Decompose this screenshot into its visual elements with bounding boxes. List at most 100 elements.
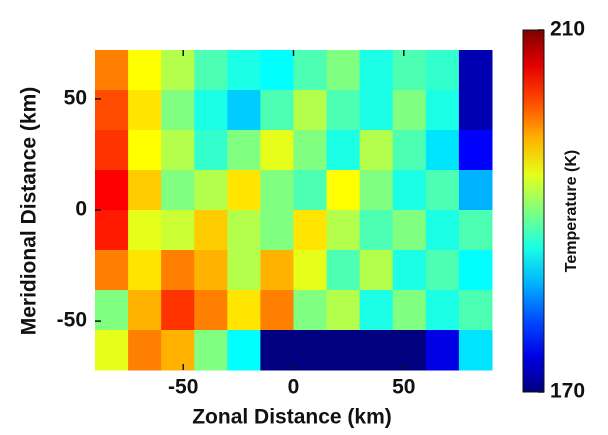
heatmap-cell xyxy=(260,90,294,131)
heatmap-cell xyxy=(359,210,394,251)
heatmap-cell xyxy=(359,130,394,171)
heatmap-cell xyxy=(458,90,493,131)
heatmap-cell xyxy=(194,290,228,331)
heatmap-cell xyxy=(326,330,361,371)
heatmap-cell xyxy=(194,330,228,371)
heatmap-cell xyxy=(95,250,129,291)
heatmap-cell xyxy=(425,250,460,291)
heatmap-cell xyxy=(161,50,195,91)
heatmap-cell xyxy=(326,170,361,211)
heatmap-cell xyxy=(95,50,129,91)
heatmap-cell xyxy=(128,170,162,211)
heatmap-cell xyxy=(392,330,427,371)
heatmap-cell xyxy=(128,290,162,331)
heatmap-cell xyxy=(227,210,261,251)
heatmap-cell xyxy=(161,90,195,131)
heatmap-cell xyxy=(392,290,427,331)
heatmap-cell xyxy=(95,90,129,131)
heatmap-cell xyxy=(458,130,493,171)
heatmap-cell xyxy=(95,210,129,251)
heatmap-cell xyxy=(326,50,361,91)
heatmap-cell xyxy=(425,210,460,251)
heatmap-cell xyxy=(194,250,228,291)
heatmap-cell xyxy=(458,210,493,251)
heatmap-cell xyxy=(458,170,493,211)
heatmap-cell xyxy=(194,130,228,171)
heatmap-cell xyxy=(293,130,328,171)
heatmap-cell xyxy=(326,90,361,131)
y-tick-label: -50 xyxy=(57,309,87,332)
x-tick-label: -50 xyxy=(168,376,198,399)
heatmap-cell xyxy=(425,50,460,91)
heatmap-cell xyxy=(293,210,328,251)
heatmap-cell xyxy=(194,170,228,211)
heatmap-cell xyxy=(161,330,195,371)
heatmap-cell xyxy=(392,90,427,131)
heatmap-cell xyxy=(326,210,361,251)
heatmap-cell xyxy=(128,210,162,251)
heatmap-cell xyxy=(293,330,328,371)
heatmap-cell xyxy=(458,290,493,331)
heatmap-cell xyxy=(392,50,427,91)
heatmap-cell xyxy=(326,130,361,171)
heatmap-cell xyxy=(227,290,261,331)
heatmap-cell xyxy=(260,250,294,291)
heatmap-cell xyxy=(161,250,195,291)
heatmap-cell xyxy=(293,290,328,331)
heatmap-cell xyxy=(128,90,162,131)
heatmap-cell xyxy=(359,330,394,371)
heatmap-cell xyxy=(392,170,427,211)
heatmap-cell xyxy=(425,290,460,331)
heatmap-cell xyxy=(260,330,294,371)
heatmap-cell xyxy=(194,90,228,131)
heatmap-cell xyxy=(458,250,493,291)
colorbar-label: Temperature (K) xyxy=(563,150,580,272)
heatmap-cell xyxy=(359,290,394,331)
heatmap-cell xyxy=(326,290,361,331)
heatmap-cell xyxy=(194,50,228,91)
heatmap-cell xyxy=(227,50,261,91)
heatmap-cell xyxy=(95,330,129,371)
x-tick-label: 50 xyxy=(392,376,415,399)
colorbar-tick-label: 170 xyxy=(550,380,585,403)
heatmap-cell xyxy=(260,50,294,91)
x-axis-label: Zonal Distance (km) xyxy=(192,406,392,429)
heatmap-cell xyxy=(194,210,228,251)
heatmap-cell xyxy=(227,250,261,291)
heatmap-cell xyxy=(95,130,129,171)
heatmap-cell xyxy=(293,90,328,131)
heatmap-cell xyxy=(128,250,162,291)
heatmap-cell xyxy=(161,130,195,171)
heatmap-cell xyxy=(260,290,294,331)
heatmap-cell xyxy=(128,130,162,171)
heatmap-cell xyxy=(359,50,394,91)
heatmap-cell xyxy=(359,90,394,131)
colorbar-tick-label: 210 xyxy=(550,18,585,41)
heatmap-cell xyxy=(95,290,129,331)
heatmap-cell xyxy=(392,210,427,251)
heatmap-cell xyxy=(260,130,294,171)
y-tick-label: 50 xyxy=(64,86,87,109)
heatmap-cell xyxy=(359,250,394,291)
heatmap-cell xyxy=(293,170,328,211)
heatmap-cell xyxy=(227,330,261,371)
heatmap-cell xyxy=(392,130,427,171)
heatmap-cell xyxy=(392,250,427,291)
heatmap-cell xyxy=(425,330,460,371)
heatmap-cell xyxy=(260,170,294,211)
heatmap-cell xyxy=(458,330,493,371)
heatmap-cell xyxy=(260,210,294,251)
heatmap-cell xyxy=(359,170,394,211)
heatmap-cell xyxy=(161,290,195,331)
heatmap-cell xyxy=(293,50,328,91)
heatmap-cell xyxy=(425,90,460,131)
heatmap-cell xyxy=(161,210,195,251)
heatmap-cell xyxy=(293,250,328,291)
y-axis-label: Meridional Distance (km) xyxy=(18,87,41,336)
heatmap-cell xyxy=(227,170,261,211)
x-tick-label: 0 xyxy=(288,376,300,399)
heatmap-cell xyxy=(425,170,460,211)
heatmap-cell xyxy=(458,50,493,91)
heatmap-cell xyxy=(326,250,361,291)
